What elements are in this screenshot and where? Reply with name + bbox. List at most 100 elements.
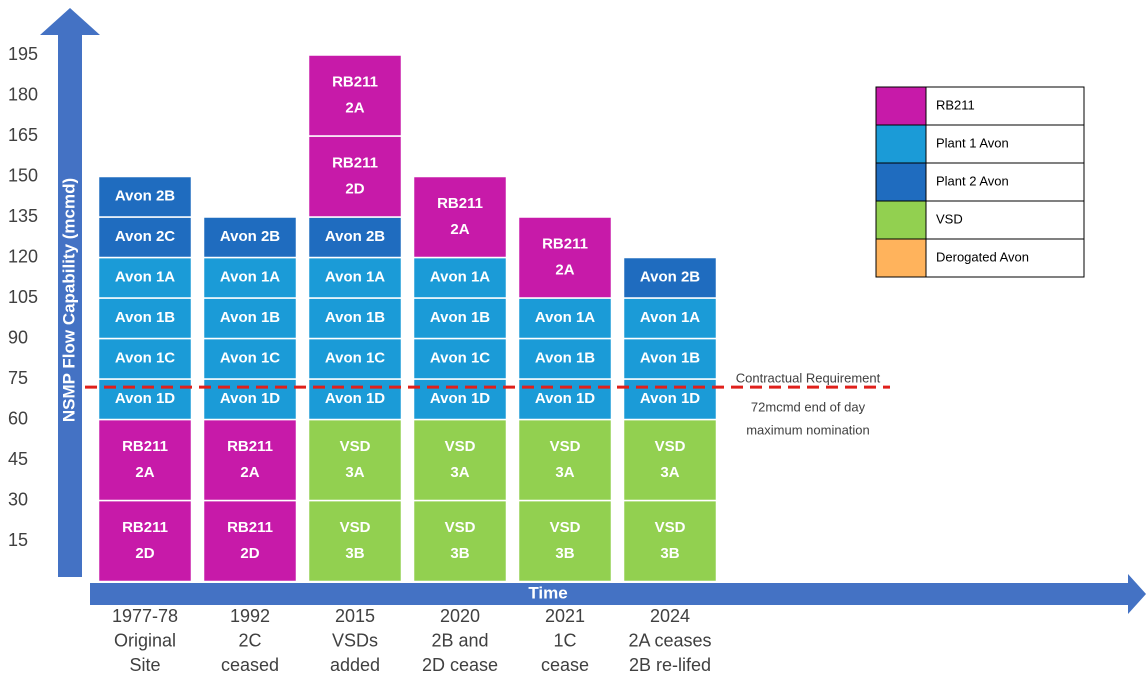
block-label: 3B: [345, 545, 364, 562]
block-label: Avon 1B: [115, 309, 175, 326]
x-tick-label: Site: [129, 655, 160, 675]
legend-label: Plant 1 Avon: [936, 135, 1009, 150]
x-tick-label: 2021: [545, 606, 585, 626]
y-tick-label: 75: [8, 368, 28, 388]
block-label: 3A: [450, 464, 469, 481]
x-tick-label: 2C: [238, 630, 261, 650]
block: [412, 418, 508, 502]
block-label: 3B: [660, 545, 679, 562]
block-label: 2A: [555, 261, 574, 278]
x-tick-label: 1C: [553, 630, 576, 650]
x-tick-label: cease: [541, 655, 589, 675]
legend-swatch: [875, 162, 927, 202]
block: [622, 418, 718, 502]
block-label: Avon 1B: [535, 350, 595, 367]
block-label: RB211: [437, 195, 483, 212]
block-label: RB211: [332, 154, 378, 171]
block: [517, 499, 613, 583]
block: [412, 297, 508, 340]
x-tick-label: 2A ceases: [628, 630, 711, 650]
y-axis-arrow: [40, 8, 100, 577]
y-tick-label: 165: [8, 125, 38, 145]
x-tick-label: VSDs: [332, 630, 378, 650]
block: [307, 216, 403, 259]
y-tick-label: 30: [8, 489, 28, 509]
legend-swatch: [875, 200, 927, 240]
y-tick-label: 90: [8, 327, 28, 347]
y-tick-label: 180: [8, 84, 38, 104]
block-label: VSD: [340, 438, 371, 455]
legend-swatch: [875, 86, 927, 126]
block: [202, 216, 298, 259]
y-tick-label: 150: [8, 165, 38, 185]
y-tick-label: 45: [8, 449, 28, 469]
x-tick-label: 2015: [335, 606, 375, 626]
block-label: Avon 2B: [115, 188, 175, 205]
block: [622, 499, 718, 583]
reference-label: 72mcmd end of day: [751, 400, 866, 415]
block-label: VSD: [445, 438, 476, 455]
block: [307, 135, 403, 218]
block-label: 2A: [135, 464, 154, 481]
block-label: Avon 1D: [220, 390, 280, 407]
block-label: Avon 1D: [430, 390, 490, 407]
block-label: RB211: [122, 438, 168, 455]
x-tick-label: 2B and: [431, 630, 488, 650]
block-label: 2A: [450, 221, 469, 238]
block: [307, 337, 403, 380]
block: [412, 175, 508, 259]
x-axis-label: Time: [528, 583, 567, 602]
block-label: VSD: [340, 519, 371, 536]
block-label: Avon 1C: [115, 350, 175, 367]
block-label: Avon 1A: [535, 309, 595, 326]
legend-swatch: [875, 124, 927, 164]
block: [517, 337, 613, 380]
x-tick-label: Original: [114, 630, 176, 650]
block-label: Avon 1B: [325, 309, 385, 326]
block-label: 2A: [240, 464, 259, 481]
block-label: 3A: [660, 464, 679, 481]
x-tick-label: 1992: [230, 606, 270, 626]
block: [412, 256, 508, 299]
block: [622, 297, 718, 340]
y-tick-label: 15: [8, 530, 28, 550]
block: [622, 337, 718, 380]
block: [307, 54, 403, 137]
block: [307, 297, 403, 340]
x-axis-arrow: [90, 574, 1146, 614]
legend-box: [925, 162, 1085, 202]
block-label: VSD: [445, 519, 476, 536]
legend-box: [925, 86, 1085, 126]
legend-swatch: [875, 238, 927, 278]
block: [307, 418, 403, 502]
block-label: Avon 1B: [430, 309, 490, 326]
y-tick-label: 195: [8, 44, 38, 64]
block: [202, 418, 298, 502]
block-label: Avon 1B: [220, 309, 280, 326]
block: [622, 256, 718, 299]
block: [97, 256, 193, 299]
legend-label: Plant 2 Avon: [936, 173, 1009, 188]
block-label: 3A: [345, 464, 364, 481]
block: [412, 499, 508, 583]
block: [517, 418, 613, 502]
legend-box: [925, 124, 1085, 164]
x-tick-label: 2024: [650, 606, 690, 626]
block-label: Avon 1A: [325, 269, 385, 286]
block-label: Avon 1D: [640, 390, 700, 407]
block-label: Avon 1C: [325, 350, 385, 367]
block-label: RB211: [542, 235, 588, 252]
reference-label: Contractual Requirement: [736, 371, 881, 386]
x-tick-label: ceased: [221, 655, 279, 675]
block-label: Avon 1A: [430, 269, 490, 286]
block: [517, 297, 613, 340]
block-label: RB211: [122, 519, 168, 536]
block-label: 2A: [345, 99, 364, 116]
block: [307, 499, 403, 583]
legend-label: VSD: [936, 211, 963, 226]
block-label: 2D: [135, 545, 154, 562]
block: [97, 499, 193, 583]
block-label: RB211: [332, 73, 378, 90]
block-label: Avon 1C: [430, 350, 490, 367]
